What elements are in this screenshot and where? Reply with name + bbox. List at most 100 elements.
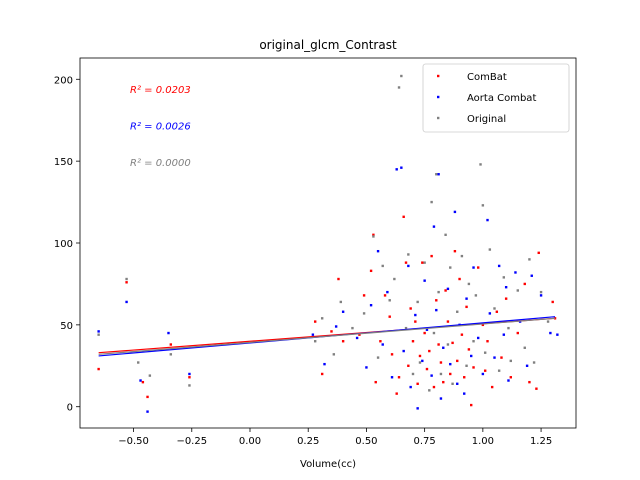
data-point <box>407 253 410 256</box>
data-point <box>188 376 191 379</box>
data-point <box>313 340 317 343</box>
data-point <box>416 407 419 410</box>
data-point <box>546 320 550 323</box>
x-axis: −0.50 −0.25 0.00 0.25 0.50 0.75 1.00 1.25 <box>118 428 552 447</box>
data-point <box>311 333 315 336</box>
data-point <box>507 326 510 330</box>
data-point <box>432 385 436 389</box>
data-point <box>502 276 506 279</box>
y-tick-label: 150 <box>54 157 73 168</box>
data-point <box>435 308 438 312</box>
data-point <box>472 340 475 343</box>
data-point <box>362 294 366 297</box>
data-point <box>97 367 100 371</box>
data-point <box>456 359 459 363</box>
data-point <box>430 254 433 258</box>
data-point <box>313 320 317 323</box>
data-point <box>539 294 543 297</box>
data-point <box>404 326 408 330</box>
data-point <box>458 277 461 281</box>
series-original <box>97 74 550 392</box>
data-point <box>479 163 482 166</box>
data-point <box>334 325 338 328</box>
data-point <box>523 282 526 286</box>
data-point <box>472 266 475 269</box>
data-point <box>437 290 440 294</box>
data-point <box>369 269 373 273</box>
data-point <box>430 200 433 204</box>
data-point <box>376 356 380 359</box>
data-point <box>404 261 408 264</box>
data-point <box>411 372 415 376</box>
data-point <box>372 233 375 237</box>
data-point <box>488 312 492 315</box>
x-tick-label: 1.25 <box>530 436 552 447</box>
r2-annotation: R² = 0.0203 <box>130 85 191 96</box>
data-point <box>397 376 401 379</box>
data-point <box>514 271 517 274</box>
data-point <box>167 331 170 335</box>
data-point <box>442 380 445 384</box>
legend-label: ComBat <box>467 72 507 83</box>
data-point <box>488 248 492 251</box>
data-point <box>351 326 354 330</box>
data-point <box>509 359 512 363</box>
data-point <box>379 340 382 343</box>
data-point <box>446 287 450 291</box>
data-point <box>465 297 468 300</box>
data-point <box>97 330 100 333</box>
data-point <box>372 235 375 238</box>
y-tick-label: 50 <box>60 321 73 332</box>
y-tick-label: 200 <box>54 75 73 86</box>
data-point <box>428 349 431 353</box>
data-point <box>539 290 543 294</box>
data-point <box>528 380 531 384</box>
data-point <box>386 290 389 294</box>
data-point <box>537 251 540 255</box>
data-point <box>323 362 326 366</box>
data-point <box>425 328 429 331</box>
data-point <box>369 304 373 307</box>
data-point <box>188 372 191 376</box>
data-point <box>481 323 485 327</box>
data-point <box>432 225 436 228</box>
data-point <box>535 387 538 390</box>
data-point <box>390 376 394 379</box>
data-point <box>481 372 485 376</box>
data-point <box>418 354 422 358</box>
data-point <box>507 379 510 382</box>
data-point <box>493 307 496 310</box>
data-point <box>169 343 173 346</box>
data-point <box>407 364 410 367</box>
data-point <box>476 336 480 340</box>
data-point <box>418 361 422 364</box>
data-point <box>416 382 419 385</box>
data-point <box>556 333 559 336</box>
data-point <box>388 299 391 302</box>
data-point <box>439 372 443 376</box>
data-point <box>432 331 436 335</box>
data-point <box>341 310 345 313</box>
data-point <box>397 86 401 89</box>
x-tick-label: 0.00 <box>239 436 261 447</box>
data-point <box>467 348 471 351</box>
fit-line <box>98 317 556 355</box>
data-point <box>470 354 473 358</box>
data-point <box>516 331 519 335</box>
data-point <box>502 333 506 336</box>
data-point <box>188 384 191 387</box>
data-point <box>509 376 512 379</box>
x-tick-label: 0.25 <box>297 436 319 447</box>
data-point <box>341 340 345 343</box>
data-point <box>495 310 499 313</box>
data-point <box>395 392 398 395</box>
x-tick-label: 0.50 <box>355 436 377 447</box>
data-point <box>411 340 415 343</box>
data-point <box>449 266 452 269</box>
data-point <box>470 403 473 407</box>
data-point <box>525 364 529 367</box>
data-point <box>549 331 552 335</box>
plot-area <box>97 74 559 413</box>
data-point <box>400 166 403 169</box>
x-tick-label: −0.50 <box>118 436 149 447</box>
